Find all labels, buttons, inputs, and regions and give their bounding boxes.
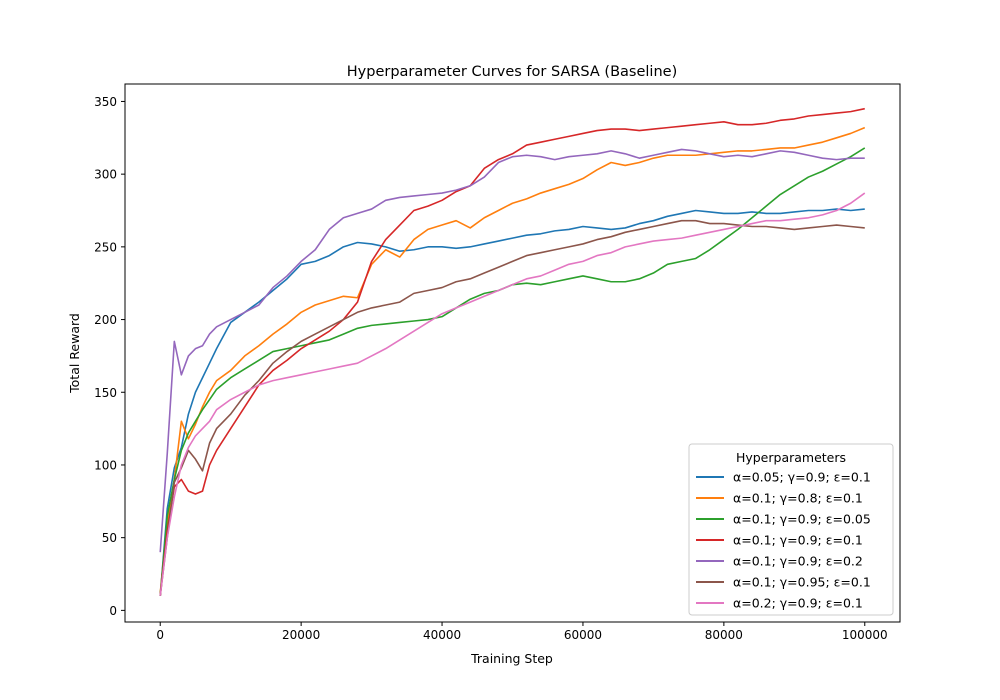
- series-line-3: [159, 147, 866, 596]
- plot-area: 0 20000 40000 60000 80000 100000 0 50 100 150 200…: [94, 83, 901, 642]
- legend-label: α=0.05; γ=0.9; ε=0.1: [733, 470, 871, 485]
- chart-title: Hyperparameter Curves for SARSA (Baselin…: [347, 64, 677, 80]
- y-tick-label: 250: [94, 240, 117, 254]
- legend-label: α=0.2; γ=0.9; ε=0.1: [733, 596, 863, 611]
- x-axis-label: Training Step: [470, 651, 553, 666]
- x-tick-label: 40000: [423, 628, 461, 642]
- legend-label: α=0.1; γ=0.8; ε=0.1: [733, 491, 863, 506]
- plot-frame: [124, 83, 901, 623]
- x-axis-ticks: 0 20000 40000 60000 80000 100000: [156, 622, 888, 642]
- legend-label: α=0.1; γ=0.9; ε=0.2: [733, 554, 863, 569]
- x-tick-label: 60000: [564, 628, 602, 642]
- y-tick-label: 0: [109, 604, 117, 618]
- series-line-1: [159, 208, 865, 596]
- x-tick-label: 0: [156, 628, 164, 642]
- x-tick-label: 100000: [842, 628, 888, 642]
- series-line-6: [159, 219, 865, 596]
- x-tick-label: 20000: [282, 628, 320, 642]
- y-tick-label: 300: [94, 168, 117, 182]
- series-layer: [159, 107, 866, 596]
- legend-label: α=0.1; γ=0.9; ε=0.05: [733, 512, 871, 527]
- legend-box: [688, 443, 894, 616]
- legend-entries: α=0.05; γ=0.9; ε=0.1 α=0.1; γ=0.8; ε=0.1 α…: [696, 470, 871, 611]
- y-tick-label: 50: [102, 531, 117, 545]
- legend-label: α=0.1; γ=0.9; ε=0.1: [733, 533, 863, 548]
- series-line-2: [159, 126, 866, 594]
- y-tick-label: 350: [94, 95, 117, 109]
- series-line-5: [159, 148, 865, 553]
- y-axis-ticks: 0 50 100 150 200 250 300 350: [94, 95, 125, 618]
- y-tick-label: 100: [94, 458, 117, 472]
- y-axis-label: Total Reward: [67, 313, 82, 394]
- y-tick-label: 200: [94, 313, 117, 327]
- legend-title: Hyperparameters: [736, 450, 846, 465]
- legend-label: α=0.1; γ=0.95; ε=0.1: [733, 575, 871, 590]
- legend: Hyperparameters α=0.05; γ=0.9; ε=0.1α=0.…: [688, 443, 894, 616]
- y-tick-label: 150: [94, 386, 117, 400]
- series-line-4: [159, 107, 865, 596]
- x-tick-label: 80000: [705, 628, 743, 642]
- series-line-7: [159, 192, 866, 596]
